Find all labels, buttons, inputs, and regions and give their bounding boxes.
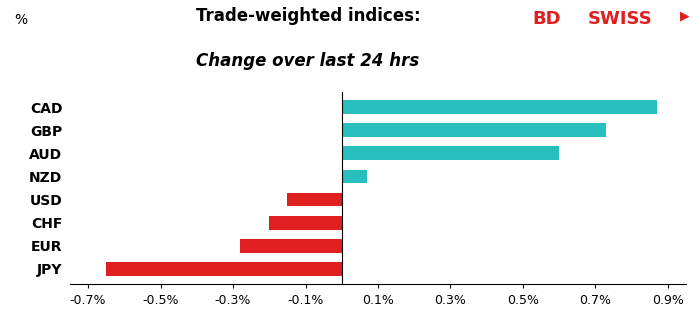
Text: %: % — [14, 13, 27, 27]
Bar — [288, 193, 342, 206]
Bar — [342, 123, 606, 137]
Text: Trade-weighted indices:: Trade-weighted indices: — [196, 7, 420, 25]
Bar — [270, 216, 342, 230]
Text: Change over last 24 hrs: Change over last 24 hrs — [197, 52, 419, 70]
Bar — [342, 100, 657, 114]
Bar — [342, 170, 367, 183]
Bar — [240, 239, 342, 253]
Text: BD: BD — [532, 10, 561, 28]
Bar — [342, 146, 559, 160]
Text: SWISS: SWISS — [588, 10, 652, 28]
Text: ▶: ▶ — [680, 10, 690, 23]
Bar — [106, 262, 342, 276]
